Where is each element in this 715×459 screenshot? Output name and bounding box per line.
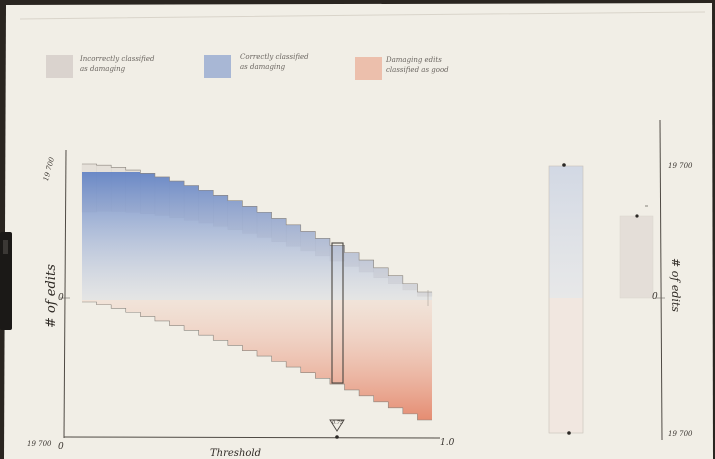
y-axis-bottom-label: 19 700 — [27, 440, 52, 448]
legend-label-correct-damaging: Correctly classified as damaging — [240, 53, 309, 71]
side-correct-bar — [549, 166, 583, 298]
triangle-marker-icon[interactable] — [329, 419, 345, 432]
lower-step-outline — [82, 301, 432, 421]
side-y-axis-title: # of edits — [669, 258, 682, 313]
side-top-dot — [562, 163, 566, 167]
y-axis-zero-label: 0 — [58, 293, 64, 303]
side-y-top-label: 19 700 — [668, 162, 693, 170]
side-y-axis-line — [659, 119, 663, 441]
paper-fold-line — [19, 11, 706, 20]
side-mid-dot — [635, 214, 639, 218]
side-column-outline — [548, 165, 584, 434]
legend-swatch-damaging-good — [355, 57, 382, 80]
legend-swatch-incorrect-damaging — [46, 55, 73, 78]
side-y-bottom-label: 19 700 — [668, 430, 693, 438]
threshold-marker-dot[interactable] — [335, 435, 339, 439]
threshold-marker-label: 0.75 — [332, 420, 344, 426]
legend-swatch-correct-damaging — [204, 55, 231, 78]
upper-step-outline — [82, 163, 432, 293]
x-axis-end-label: 1.0 — [440, 438, 455, 448]
paper-sheet — [4, 3, 713, 459]
side-damaging-good-bar — [549, 298, 583, 433]
x-axis-line — [63, 436, 441, 439]
legend-label-incorrect-damaging: Incorrectly classified as damaging — [80, 55, 155, 73]
y-axis-line — [63, 149, 67, 439]
x-axis-title: Threshold — [210, 448, 262, 459]
side-incorrect-bar — [619, 215, 654, 299]
side-bottom-dot — [567, 431, 571, 435]
y-axis-title: # of edits — [44, 264, 59, 328]
threshold-selection-box — [331, 242, 344, 384]
binder-clip — [0, 232, 12, 330]
legend-label-damaging-good: Damaging edits classified as good — [386, 56, 449, 74]
x-axis-start-label: 0 — [58, 442, 64, 452]
side-y-zero-label: 0 — [652, 292, 658, 302]
